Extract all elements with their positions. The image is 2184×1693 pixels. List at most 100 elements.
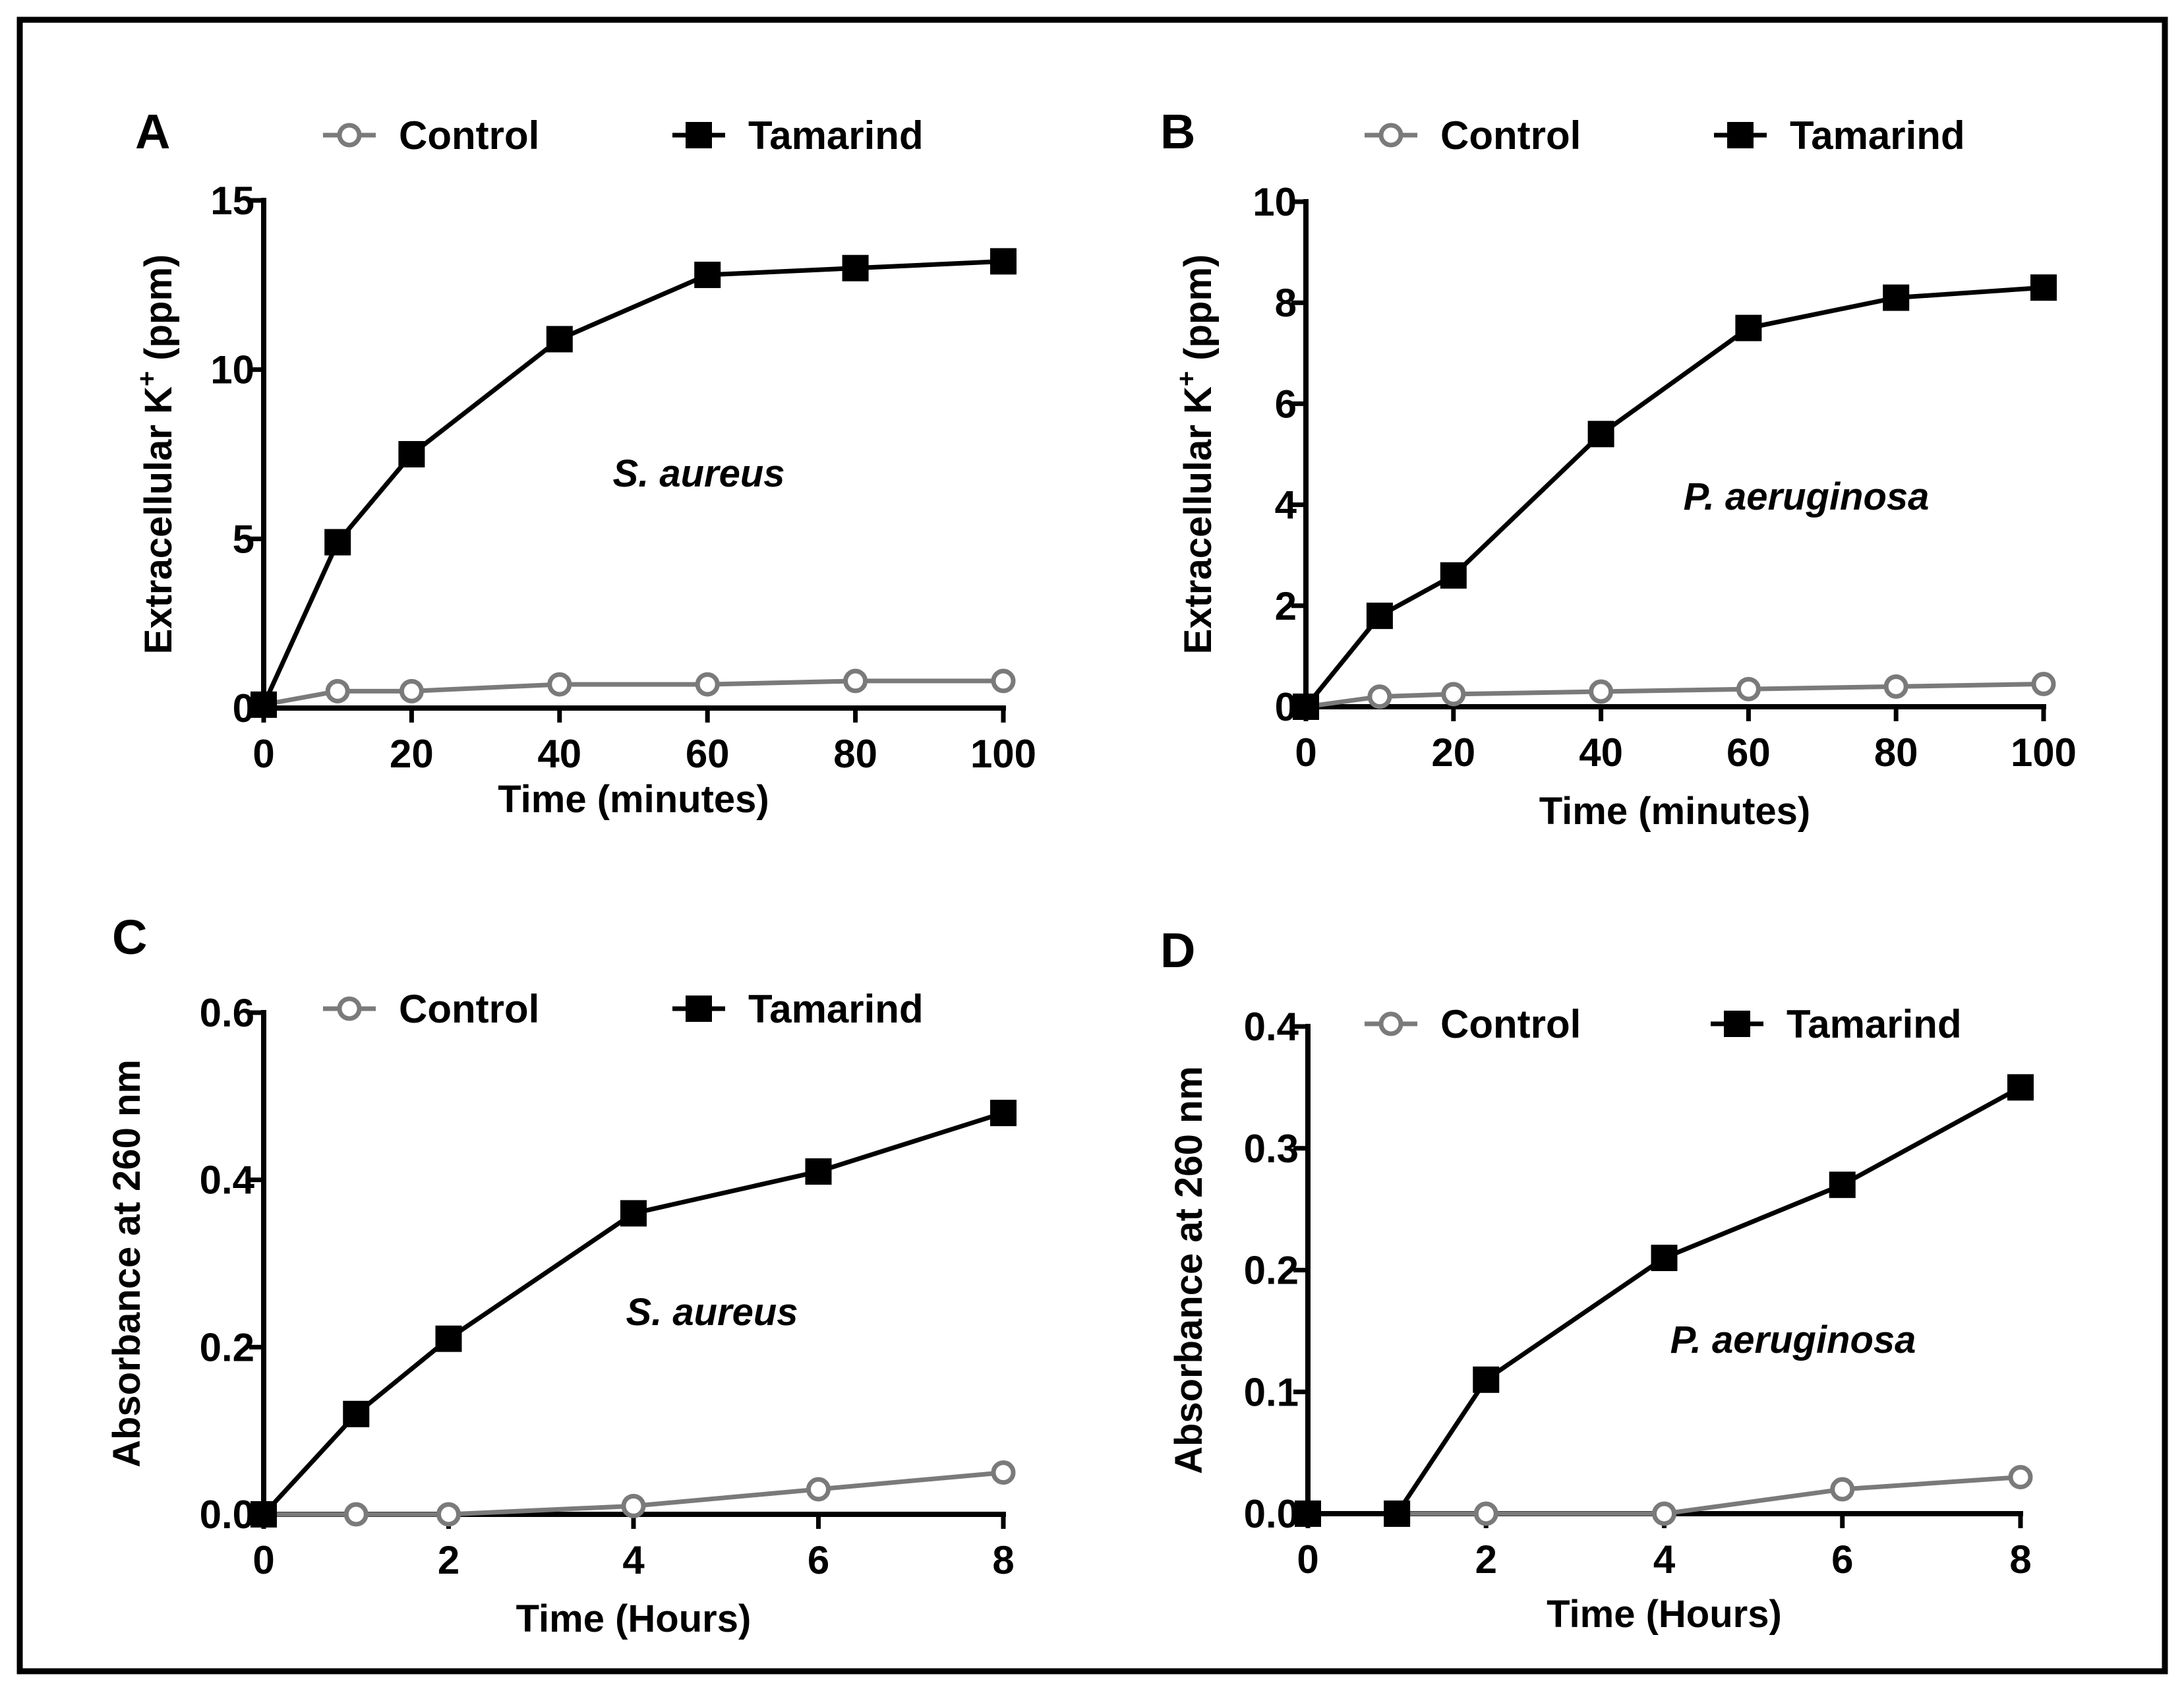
data-point-tamarind [251, 1501, 277, 1528]
data-point-tamarind [842, 254, 869, 282]
data-point-control [1367, 684, 1392, 709]
x-tick-label: 2 [438, 1538, 459, 1582]
y-tick-label: 0.6 [200, 991, 254, 1035]
x-tick-label: 60 [1727, 730, 1771, 775]
legend-label: Tamarind [748, 113, 924, 158]
legend-label: Tamarind [748, 987, 924, 1031]
y-tick-label: 10 [1253, 180, 1297, 224]
data-point-control [325, 678, 350, 703]
y-axis-title: Extracellular K+ (ppm) [1172, 254, 1220, 655]
legend-item-control: Control [323, 987, 539, 1031]
data-point-tamarind [620, 1200, 647, 1227]
data-point-control [2031, 672, 2056, 697]
data-point-control [1441, 682, 1466, 707]
data-point-tamarind [251, 691, 277, 718]
legend-item-tamarind: Tamarind [672, 113, 924, 158]
x-tick-label: 4 [622, 1538, 645, 1582]
legend-open-circle-marker [1378, 123, 1403, 148]
y-axis-title-superscript: + [1172, 371, 1201, 386]
data-point-control [1473, 1501, 1498, 1526]
x-axis-title: Time (Hours) [516, 1597, 752, 1640]
legend-filled-square-marker [686, 122, 712, 148]
x-tick-label: 100 [2011, 730, 2077, 775]
y-axis-title: Extracellular K+ (ppm) [133, 254, 180, 655]
data-point-control [343, 1502, 369, 1527]
panel-c: C 0.0 0.2 0.4 0.6 0 2 4 6 8 Time (Hours) Absorbance… [105, 910, 1017, 1640]
data-point-tamarind [990, 1100, 1017, 1127]
y-axis-title-main: Extracellular K [1177, 386, 1220, 654]
y-axis-title-superscript: + [133, 371, 162, 386]
data-point-tamarind [2030, 274, 2057, 301]
data-point-tamarind [694, 261, 721, 288]
panel-d: D 0.0 0.1 0.2 0.3 0.4 0 2 4 6 8 Time (Hours) Absorba… [1160, 923, 2034, 1636]
data-point-control [1736, 676, 1761, 701]
data-point-tamarind [435, 1325, 462, 1352]
data-point-tamarind [990, 248, 1017, 275]
data-point-control [436, 1502, 461, 1527]
organism-label: P. aeruginosa [1670, 1319, 1916, 1361]
data-point-tamarind [324, 529, 351, 556]
y-tick-label: 0.3 [1244, 1127, 1299, 1171]
legend-label: Control [399, 113, 539, 158]
y-axis-title-unit: (ppm) [1177, 254, 1220, 371]
data-point-tamarind [1829, 1172, 1856, 1199]
legend-item-control: Control [1365, 1002, 1581, 1046]
y-axis-title-main: Absorbance at 260 nm [105, 1059, 148, 1468]
data-point-control [547, 672, 572, 697]
data-point-tamarind [1883, 284, 1910, 311]
data-point-control [2008, 1465, 2033, 1490]
y-axis-title: Absorbance at 260 nm [1167, 1066, 1210, 1474]
legend-item-control: Control [323, 113, 539, 158]
legend-label: Control [399, 987, 539, 1031]
y-tick-label: 0.2 [200, 1325, 254, 1369]
data-point-tamarind [343, 1400, 370, 1427]
series-line-tamarind [1304, 285, 2044, 709]
legend-filled-square-marker [1724, 1011, 1750, 1037]
legend-label: Control [1440, 1002, 1581, 1046]
series-control [1293, 672, 2056, 719]
x-tick-label: 20 [390, 732, 434, 776]
data-point-tamarind [1384, 1500, 1411, 1527]
legend-item-tamarind: Tamarind [672, 987, 924, 1031]
data-point-tamarind [546, 326, 573, 353]
y-tick-label: 2 [1275, 584, 1297, 628]
legend-filled-square-marker [1727, 122, 1754, 148]
x-tick-label: 0 [252, 732, 274, 776]
series-line-control [263, 678, 1003, 707]
data-point-control [1589, 679, 1614, 704]
organism-label: S. aureus [626, 1291, 798, 1334]
x-tick-label: 8 [2009, 1537, 2031, 1582]
y-tick-label: 10 [210, 348, 254, 392]
x-tick-label: 80 [833, 732, 877, 776]
series-line-control [1305, 682, 2044, 709]
x-tick-label: 40 [537, 732, 581, 776]
x-tick-label: 40 [1579, 730, 1623, 775]
x-tick-label: 6 [1831, 1537, 1853, 1582]
data-point-tamarind [1735, 314, 1762, 342]
y-axis-title-main: Absorbance at 260 nm [1167, 1066, 1210, 1474]
data-point-tamarind [398, 441, 425, 467]
legend-open-circle-marker [337, 996, 362, 1021]
series-tamarind [251, 248, 1017, 718]
y-tick-label: 0.0 [200, 1493, 254, 1537]
panel-letter: B [1160, 104, 1195, 159]
legend-label: Control [1440, 113, 1581, 158]
x-axis-title: Time (Hours) [1547, 1593, 1782, 1636]
y-tick-label: 0.4 [200, 1158, 255, 1203]
data-point-tamarind [2007, 1074, 2034, 1101]
x-tick-label: 100 [970, 732, 1036, 776]
organism-label: S. aureus [612, 452, 784, 495]
x-tick-label: 20 [1431, 730, 1475, 775]
data-point-tamarind [805, 1158, 832, 1185]
series-tamarind [1293, 274, 2057, 720]
data-point-tamarind [1651, 1245, 1678, 1272]
y-axis-title-unit: (ppm) [137, 254, 180, 371]
legend-open-circle-marker [337, 123, 362, 148]
data-point-control [621, 1493, 646, 1518]
x-tick-label: 0 [1297, 1537, 1318, 1582]
y-tick-label: 0.4 [1244, 1005, 1299, 1049]
data-point-tamarind [1587, 421, 1614, 448]
data-point-control [399, 678, 424, 703]
legend-item-tamarind: Tamarind [1714, 113, 1965, 158]
